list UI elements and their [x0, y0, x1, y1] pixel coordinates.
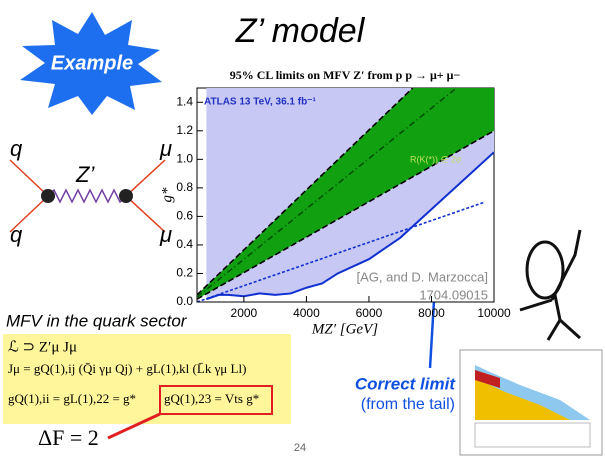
y-tick-label: 0.2 [176, 266, 193, 280]
annotation: ATLAS 13 TeV, 36.1 fb⁻¹ [204, 97, 316, 108]
annotation: R(K(*)) ∈ 2σ [410, 154, 462, 164]
formula: ℒ ⊃ Z′μ Jμ [8, 339, 77, 355]
note: Correct limit [355, 374, 456, 393]
y-tick-label: 1.4 [176, 94, 193, 108]
quark-in: q [10, 136, 23, 161]
y-axis-label: g* [159, 187, 175, 203]
annotation: 1704.09015 [419, 287, 488, 302]
x-tick-label: 6000 [356, 306, 383, 320]
boson-label: Z’ [75, 162, 95, 187]
y-tick-label: 0.8 [176, 180, 193, 194]
y-tick-label: 0.0 [176, 294, 193, 308]
x-tick-label: 8000 [418, 306, 445, 320]
section-title: MFV in the quark sector [6, 311, 188, 330]
slide: Example Z’ model q q Z’ μ μ MFV in the q… [0, 0, 605, 459]
formula: Jμ = gQ(1),ij (Q̄i γμ Qj) + gL(1),kl (L̄… [8, 361, 246, 376]
annotation: [AG, and D. Marzocca] [357, 269, 489, 284]
stick-figure [520, 230, 580, 340]
x-tick-label: 4000 [293, 306, 320, 320]
x-tick-label: 10000 [477, 306, 511, 320]
page-number: 24 [294, 442, 306, 454]
y-tick-label: 1.0 [176, 152, 193, 166]
x-axis-label: MZ′ [GeV] [311, 321, 378, 337]
y-tick-label: 1.2 [176, 123, 193, 137]
delta-f: ΔF = 2 [38, 425, 99, 450]
quark-out: q [10, 222, 23, 247]
formula: gQ(1),ii = gL(1),22 = g* [8, 391, 136, 406]
formula: gQ(1),23 = Vts g* [164, 391, 259, 406]
y-tick-label: 0.6 [176, 209, 193, 223]
badge-text: Example [51, 52, 133, 74]
inset-plot [460, 350, 602, 455]
muon-top: μ [159, 136, 172, 161]
y-tick-label: 0.4 [176, 237, 193, 251]
x-tick-label: 2000 [231, 306, 258, 320]
chart-title: 95% CL limits on MFV Z′ from p p → μ+ μ− [230, 68, 461, 82]
note: (from the tail) [361, 396, 455, 413]
muon-bottom: μ [159, 222, 172, 247]
slide-title: Z’ model [235, 12, 366, 50]
